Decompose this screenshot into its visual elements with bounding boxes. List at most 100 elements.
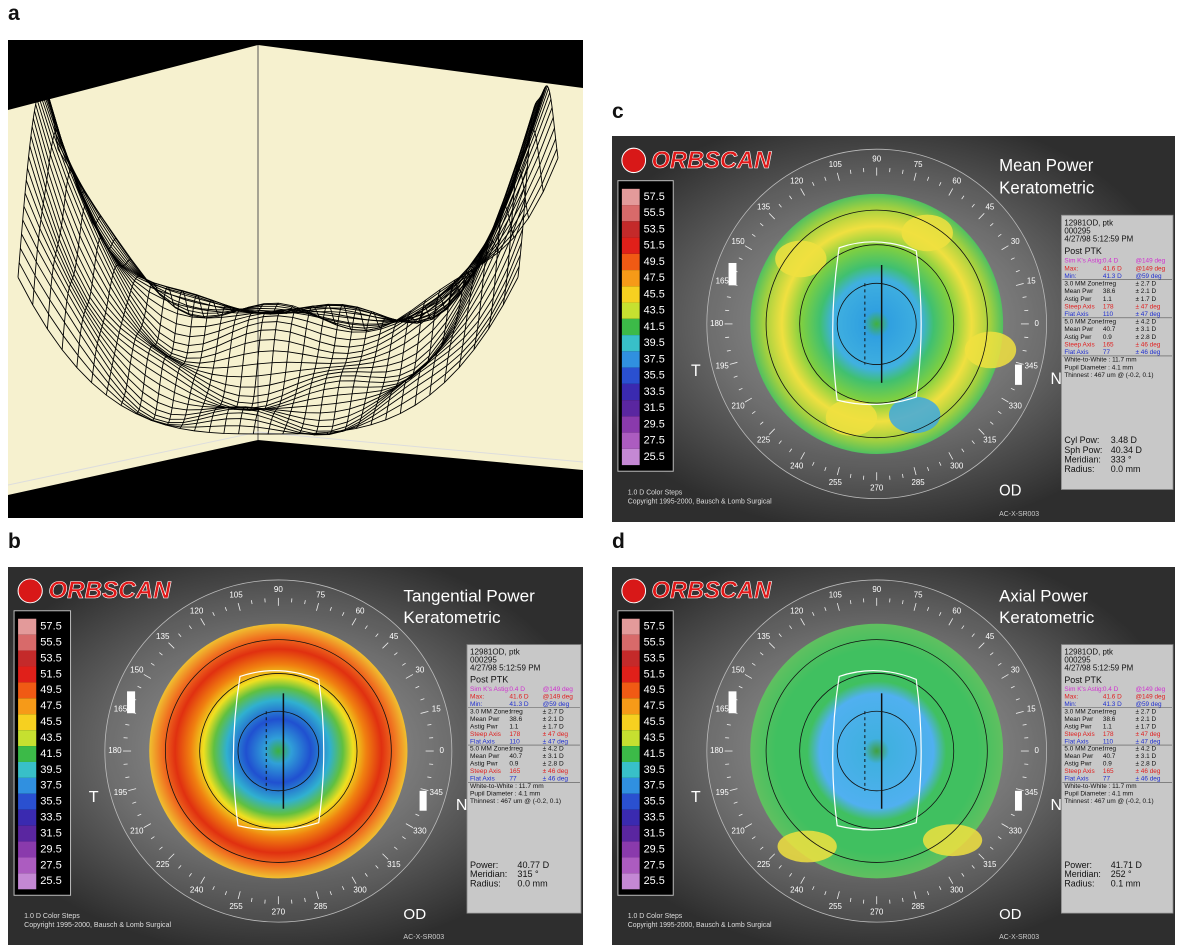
dial-tick [427,776,432,779]
scale-swatch [621,205,640,222]
summary-value: 41.71 D [1111,860,1142,870]
info-note: Post PTK [470,675,508,685]
angle-label: 300 [353,886,367,895]
angle-label: 270 [870,484,884,493]
logo-ball [621,578,647,604]
map-patch [922,824,983,857]
copyright: Copyright 1995-2000, Bausch & Lomb Surgi… [628,498,772,505]
scale-label: 31.5 [644,402,665,414]
dial-tick [948,188,954,196]
scale-swatch [621,448,640,466]
info-header: 12981OD, ptk [1064,218,1114,227]
summary-label: Radius: [470,879,501,889]
info-header: 12981OD, ptk [1064,648,1113,657]
info-cell: ± 47 deg [543,738,569,745]
dial-tick [971,440,975,445]
dial-tick [200,618,206,626]
dial-tick [812,181,815,187]
dial-tick [1001,397,1009,403]
info-cell: @149 deg [1135,265,1165,272]
dial-tick [751,836,756,840]
scale-swatch [18,650,37,667]
logo: ORBSCAN [652,577,773,604]
info-cell: @59 deg [1135,273,1161,280]
info-note: Post PTK [1064,675,1102,685]
dial-tick [971,865,975,869]
info-footer: Thinnest : 467 um @ (-0.2, 0.1) [1064,372,1153,379]
angle-label: 165 [716,704,730,713]
code-label: AC-X-SR003 [999,511,1039,518]
info-cell: @59 deg [1135,701,1162,708]
summary-value: 315 ° [517,869,539,879]
angle-label: 255 [829,902,843,911]
limbus-marker [728,691,737,714]
scale-label: 25.5 [644,875,665,887]
angle-label: 120 [190,607,204,616]
info-footer: Pupil Diameter : 4.1 mm [1064,790,1133,797]
scale-label: 41.5 [644,321,665,333]
code-label: AC-X-SR003 [403,934,444,941]
angle-label: 105 [829,160,843,169]
dial-tick [1010,257,1015,260]
nasal-label: N [1051,797,1062,814]
info-header: 000295 [1064,656,1091,665]
power-map [149,623,408,879]
dial-tick [150,662,155,666]
panel-letter: d [612,530,625,553]
dial-tick [849,169,852,174]
scale-swatch [621,383,640,401]
dial-tick [768,853,776,860]
angle-label: 345 [429,788,443,797]
dial-tick [800,452,805,460]
angle-label: 165 [114,704,128,713]
dial-tick [913,602,917,611]
dial-tick [178,865,182,869]
zone-circle [765,209,988,439]
angle-label: 240 [790,886,804,895]
scale-swatch [18,682,37,699]
mesh-line [297,303,338,435]
dial-tick [824,466,827,472]
scale-swatch [18,698,37,715]
summary-label: Cyl Pow: [1064,435,1099,445]
dial-tick [150,836,155,840]
axis-edge [257,431,583,463]
info-cell: ± 46 deg [543,776,569,783]
dial-tick [726,349,731,352]
limbus-marker [1014,790,1022,811]
dial-tick [751,410,756,414]
dial-tick [316,891,319,900]
info-cell: 0.4 D [509,686,525,693]
dial-tick [927,176,930,181]
mesh-line [399,289,441,414]
dial-tick [938,886,942,891]
dial-tick [143,823,152,828]
scale-label: 33.5 [644,812,665,824]
dial-tick [1001,823,1009,828]
panel-letter: a [8,2,20,25]
angle-label: 210 [732,401,746,410]
info-cell: Flat Axis [1064,311,1089,318]
info-cell: ± 2.8 D [1135,761,1156,768]
logo-ball [17,578,43,604]
scale-swatch [18,873,37,890]
dial-tick [415,813,420,817]
angle-label: 30 [415,666,425,675]
scale-label: 49.5 [40,684,62,696]
info-cell: ± 46 deg [1135,349,1160,356]
scale-swatch [621,857,640,874]
dial-tick [759,652,764,656]
mesh-line [502,129,544,305]
scale-label: 43.5 [40,732,62,744]
info-footer: White-to-White : 11.7 mm [470,783,544,790]
angle-label: 0 [440,746,445,755]
dial-tick [824,606,827,611]
info-cell: Steep Axis [1064,731,1094,738]
map-patch [964,331,1017,369]
info-cell: 3.0 MM Zone: [470,708,511,715]
info-cell: 1.1 [509,723,518,730]
copyright: Copyright 1995-2000, Bausch & Lomb Surgi… [24,922,171,929]
scale-swatch [621,221,640,238]
zone-circle [799,673,955,830]
